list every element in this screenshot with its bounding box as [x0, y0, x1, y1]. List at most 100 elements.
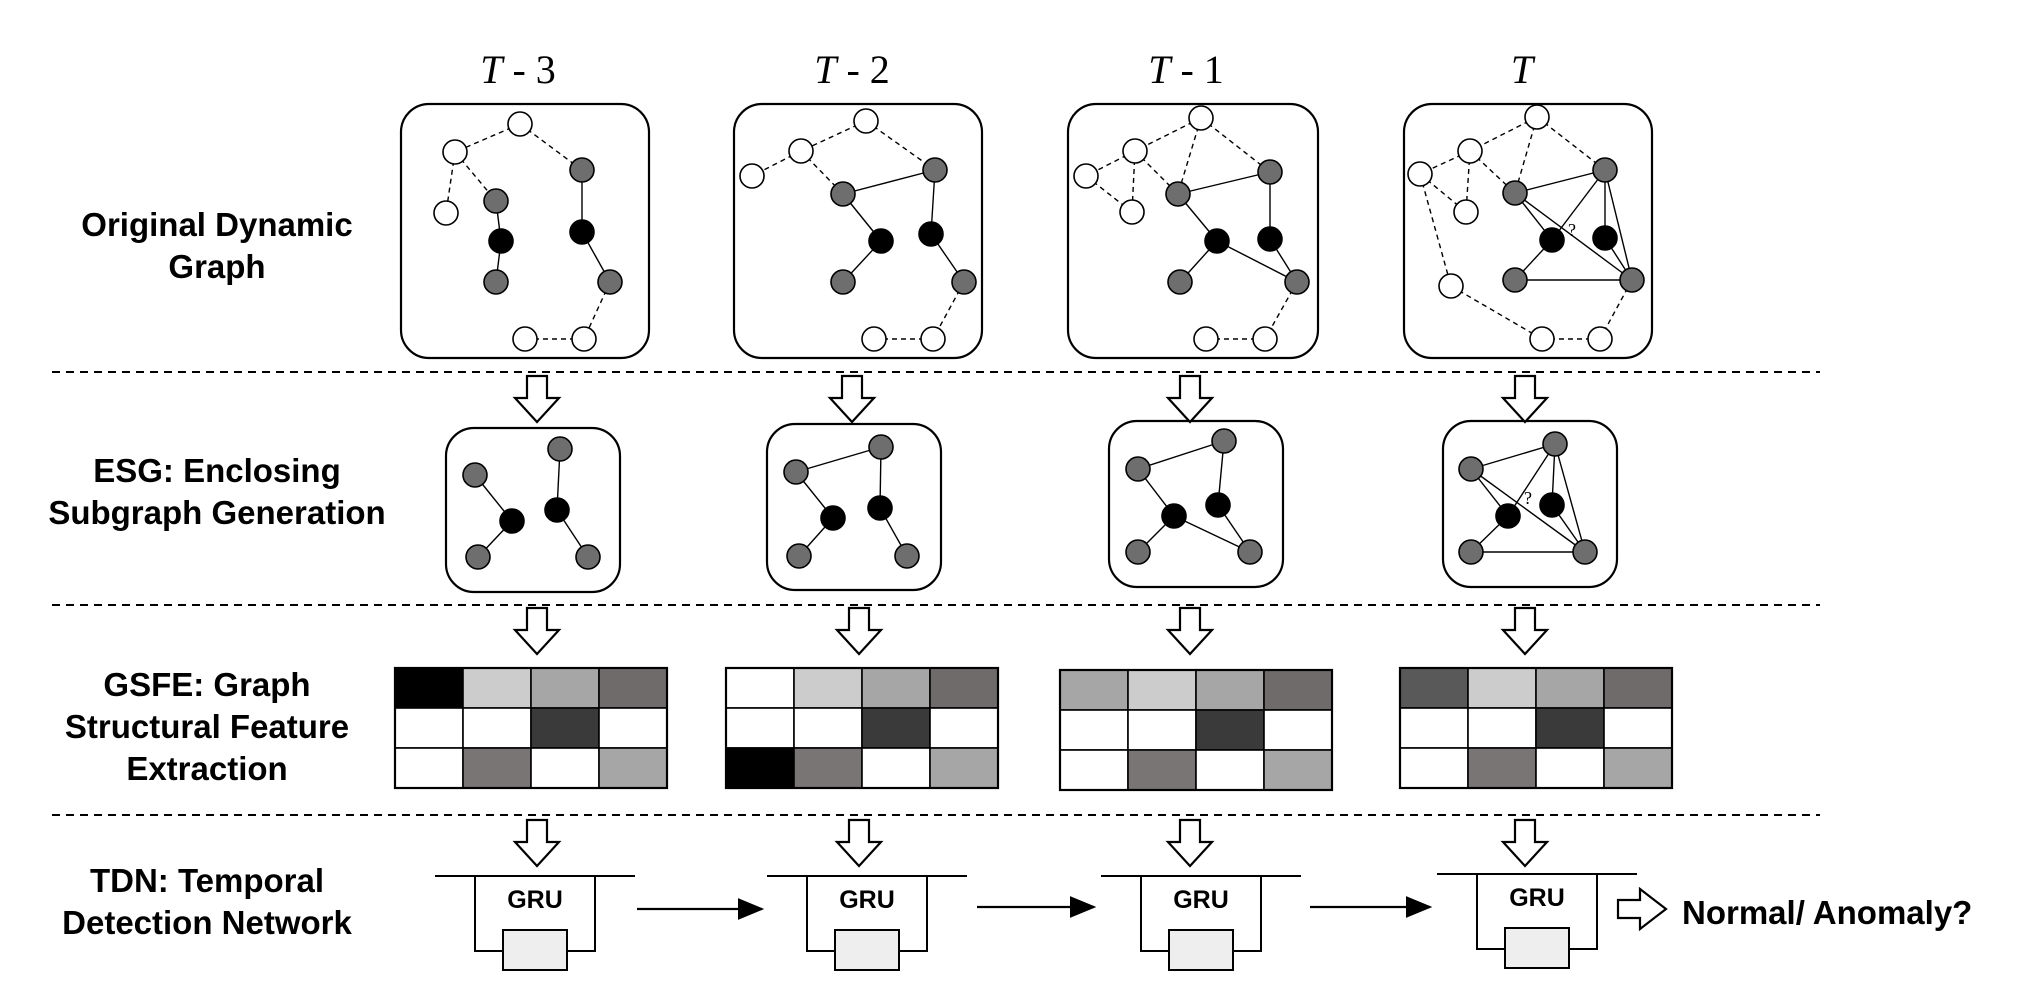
feature-cell: [861, 667, 931, 709]
feature-cell: [598, 667, 668, 709]
outer-node: [1193, 326, 1219, 352]
feature-cell: [1467, 707, 1537, 749]
neighbor-node: [1284, 269, 1310, 295]
right-arrow-icon: [1616, 886, 1668, 932]
query-mark: ?: [1524, 488, 1532, 508]
stage-label-gsfe: GSFE: Graph Structural Feature Extractio…: [52, 664, 362, 790]
output-label: Normal/ Anomaly?: [1682, 894, 1973, 931]
feature-cell: [1263, 749, 1333, 791]
feature-matrix-2: [1058, 668, 1334, 792]
gru-label: GRU: [507, 886, 563, 914]
core-node: [1539, 227, 1565, 253]
dashed-edge: [1177, 117, 1202, 195]
stage-label-line: TDN: Temporal: [89, 862, 325, 899]
graph-frame: [444, 426, 622, 594]
enclosing-subgraphs: ?: [444, 419, 1619, 594]
feature-cell: [725, 707, 795, 749]
neighbor-node: [786, 543, 812, 569]
neighbor-node: [1502, 180, 1528, 206]
outer-node: [1457, 138, 1483, 164]
solid-edge: [1216, 240, 1298, 283]
neighbor-node: [1592, 157, 1618, 183]
outer-node: [788, 138, 814, 164]
stage-label-original-dynamic-graph: Original Dynamic Graph: [62, 204, 372, 288]
neighbor-node: [783, 459, 809, 485]
core-node: [499, 508, 525, 534]
feature-cell: [1399, 747, 1469, 789]
core-node: [1161, 503, 1187, 529]
neighbor-node: [894, 543, 920, 569]
outer-node: [853, 108, 879, 134]
dashed-edge: [519, 123, 583, 171]
neighbor-node: [1167, 269, 1193, 295]
outer-node: [571, 326, 597, 352]
feature-cell: [1263, 709, 1333, 751]
timestep-suffix: - 1: [1170, 47, 1224, 92]
neighbor-node: [951, 269, 977, 295]
feature-cell: [861, 707, 931, 749]
gru-unit-2: [1101, 875, 1301, 971]
feature-cell: [1127, 749, 1197, 791]
dynamic-graph-0: [399, 102, 651, 360]
feature-cell: [793, 667, 863, 709]
stage-label-line: Original Dynamic: [81, 206, 353, 243]
feature-matrix-border: [1398, 666, 1674, 790]
neighbor-node: [483, 188, 509, 214]
feature-cell: [929, 747, 999, 789]
timestep-suffix: - 2: [836, 47, 890, 92]
neighbor-node: [922, 157, 948, 183]
core-node: [1539, 492, 1565, 518]
solid-edge: [842, 169, 936, 195]
feature-cell: [1195, 749, 1265, 791]
feature-cell: [394, 747, 464, 789]
enclosing-subgraph-1: [765, 422, 943, 592]
outer-node: [1587, 326, 1613, 352]
core-node: [868, 228, 894, 254]
neighbor-node: [1211, 428, 1237, 454]
neighbor-node: [569, 157, 595, 183]
core-node: [544, 497, 570, 523]
feature-cell: [1603, 667, 1673, 709]
feature-cell: [598, 747, 668, 789]
gru-label: GRU: [839, 886, 895, 914]
core-node: [1495, 503, 1521, 529]
solid-edge: [1177, 171, 1271, 195]
neighbor-node: [1542, 431, 1568, 457]
neighbor-node: [1257, 159, 1283, 185]
dashed-edge: [1514, 116, 1538, 194]
feature-cell: [861, 747, 931, 789]
core-node: [488, 228, 514, 254]
feature-cell: [394, 707, 464, 749]
graph-frame: [1066, 102, 1320, 360]
outer-node: [1529, 326, 1555, 352]
timestep-var: T: [1510, 47, 1534, 92]
down-arrow-icon: [834, 818, 884, 868]
outer-node: [1438, 273, 1464, 299]
gru-hidden-state: [502, 929, 568, 971]
feature-cell: [530, 707, 600, 749]
core-node: [1205, 492, 1231, 518]
down-arrow-icon: [1500, 374, 1550, 424]
gru-hidden-state: [1504, 927, 1570, 969]
gru-unit-1: [767, 875, 967, 971]
feature-cell: [530, 667, 600, 709]
down-arrow-icon: [1500, 606, 1550, 656]
neighbor-node: [830, 181, 856, 207]
down-arrow-icon: [512, 374, 562, 424]
original-dynamic-graphs: ?: [399, 102, 1654, 360]
down-arrow-icon: [1500, 818, 1550, 868]
outer-node: [739, 163, 765, 189]
down-arrow-icon: [834, 606, 884, 656]
feature-matrix-border: [724, 666, 1000, 790]
solid-edge: [1173, 515, 1251, 553]
feature-matrices: [393, 666, 1674, 792]
neighbor-node: [462, 462, 488, 488]
stage-label-esg: ESG: Enclosing Subgraph Generation: [22, 450, 412, 534]
neighbor-node: [1619, 267, 1645, 293]
outer-node: [1119, 199, 1145, 225]
outer-node: [1122, 138, 1148, 164]
graph-frame: [732, 102, 984, 360]
dynamic-graph-3: ?: [1402, 102, 1654, 360]
gru-units: [435, 873, 1637, 971]
